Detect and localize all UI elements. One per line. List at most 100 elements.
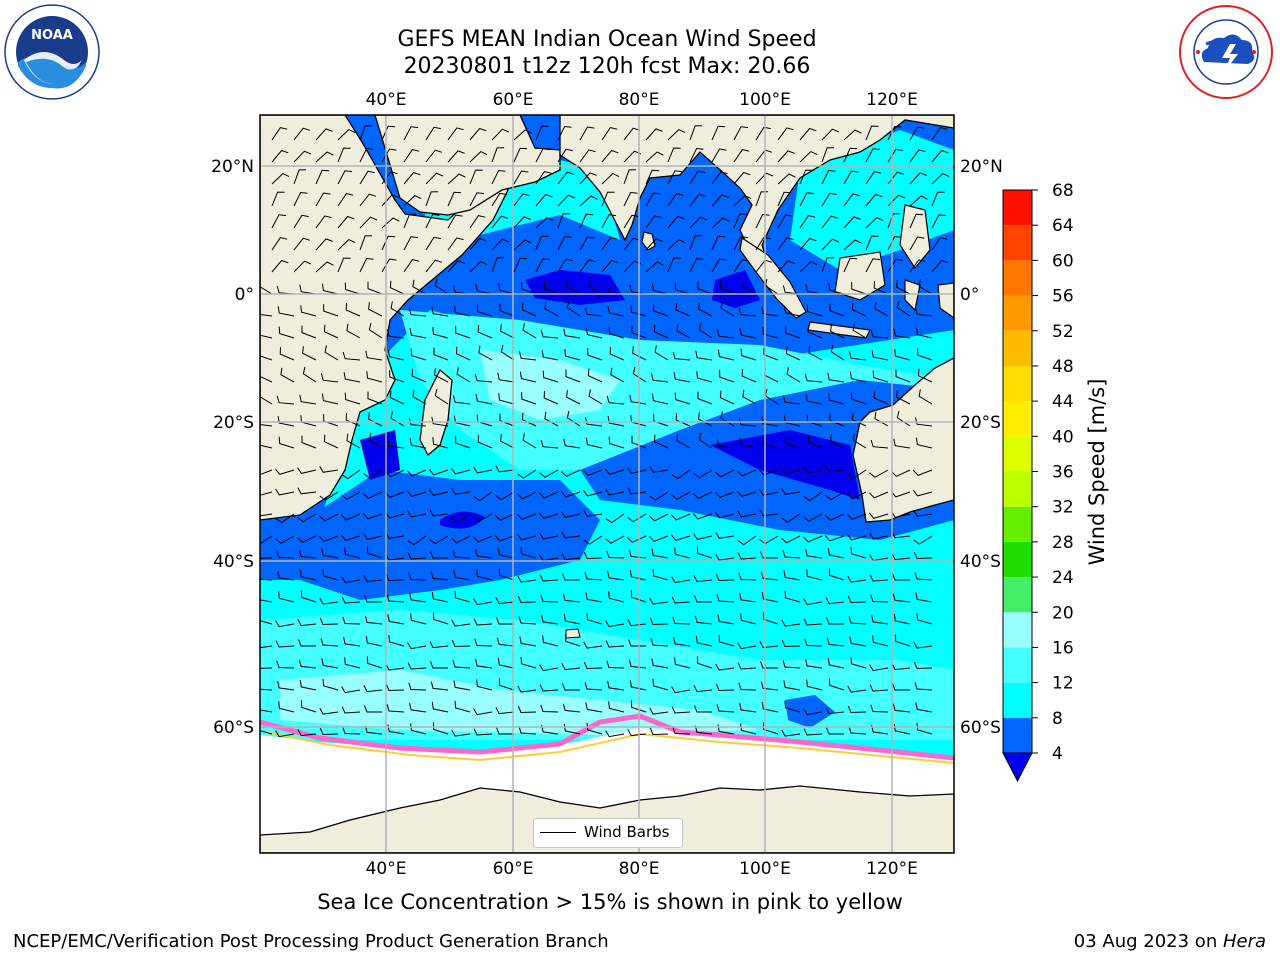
wind-barb bbox=[645, 169, 660, 185]
wind-barb bbox=[784, 590, 801, 603]
wind-barb bbox=[496, 637, 515, 647]
map-subtitle-forecast: 20230801 t12z 120h fcst Max: 20.66 bbox=[403, 54, 811, 79]
wind-barb bbox=[715, 573, 735, 582]
wind-barb bbox=[521, 392, 537, 405]
wind-barb bbox=[605, 640, 625, 648]
wind-barb bbox=[758, 469, 779, 476]
wind-barb bbox=[384, 511, 405, 519]
colorbar-segment bbox=[1003, 365, 1032, 402]
wind-barb bbox=[874, 301, 889, 317]
wind-barb bbox=[513, 147, 528, 163]
wind-barb bbox=[807, 435, 823, 449]
wind-barb bbox=[671, 491, 691, 500]
wind-barb bbox=[535, 148, 551, 163]
wind-barb bbox=[689, 147, 704, 163]
wind-barb bbox=[260, 688, 273, 691]
wind-barb bbox=[893, 328, 911, 339]
wind-band-mid-south-patch bbox=[785, 695, 835, 728]
wind-barb bbox=[821, 215, 839, 229]
wind-barb bbox=[299, 569, 317, 581]
wind-barb bbox=[275, 535, 295, 544]
colorbar-tick-label: 28 bbox=[1052, 533, 1074, 553]
wind-barb bbox=[411, 369, 427, 383]
wind-barb bbox=[540, 594, 559, 603]
wind-barb bbox=[367, 391, 383, 405]
wind-barb bbox=[865, 148, 881, 163]
wind-barb bbox=[671, 576, 691, 584]
wind-barb bbox=[403, 236, 419, 251]
wind-barb bbox=[645, 215, 662, 229]
wind-barb bbox=[520, 546, 537, 559]
legend-barb-line bbox=[540, 832, 576, 833]
wind-barb bbox=[694, 595, 712, 603]
wind-barb bbox=[541, 614, 559, 625]
wind-barb bbox=[777, 150, 795, 163]
wind-barb bbox=[653, 324, 669, 339]
wind-barb bbox=[762, 722, 779, 735]
wind-barb bbox=[869, 574, 889, 582]
wind-barb bbox=[631, 435, 647, 449]
wind-barb bbox=[719, 280, 735, 295]
wind-barb bbox=[847, 575, 867, 583]
wind-barb bbox=[271, 237, 288, 251]
wind-barb bbox=[473, 491, 493, 502]
wind-barb bbox=[278, 436, 295, 449]
wind-barb bbox=[565, 369, 581, 383]
wind-barb bbox=[293, 260, 312, 273]
wind-barb bbox=[403, 126, 419, 141]
wind-barb bbox=[588, 389, 603, 405]
wind-barb bbox=[409, 592, 427, 603]
wind-barb bbox=[628, 549, 647, 559]
wind-barb bbox=[653, 304, 669, 317]
wind-barb bbox=[762, 437, 779, 449]
wind-barb bbox=[780, 467, 801, 475]
wind-barb bbox=[891, 663, 911, 671]
wind-barb bbox=[914, 572, 933, 581]
wind-barb bbox=[564, 349, 581, 361]
wind-barb bbox=[346, 433, 361, 449]
colorbar-tick-label: 36 bbox=[1052, 463, 1074, 483]
wind-barb bbox=[522, 433, 537, 449]
wind-barb bbox=[386, 594, 405, 603]
wind-barb bbox=[447, 237, 464, 251]
wind-barb bbox=[698, 302, 713, 317]
wind-barb bbox=[363, 469, 383, 479]
wind-barb bbox=[645, 238, 663, 251]
wind-barb bbox=[806, 679, 823, 691]
wind-barb bbox=[582, 489, 603, 497]
wind-barb bbox=[803, 535, 823, 543]
wind-barb bbox=[737, 535, 757, 546]
wind-barb bbox=[692, 513, 713, 520]
wind-barb bbox=[694, 725, 713, 735]
wind-barb bbox=[540, 704, 559, 713]
wind-barb bbox=[601, 149, 619, 163]
wind-barb bbox=[649, 617, 669, 626]
wind-barb bbox=[649, 466, 669, 473]
wind-barb bbox=[476, 569, 493, 581]
wind-barb bbox=[364, 595, 382, 603]
wind-barb bbox=[739, 702, 757, 713]
wind-barb bbox=[739, 438, 757, 449]
wind-barb bbox=[403, 213, 417, 229]
wind-barb bbox=[432, 722, 449, 735]
wind-barb bbox=[759, 641, 779, 649]
land-kerguelen bbox=[565, 628, 581, 639]
wind-barb bbox=[781, 513, 801, 523]
wind-barb bbox=[518, 351, 537, 361]
wind-barb bbox=[760, 661, 778, 669]
wind-barb bbox=[632, 366, 647, 383]
wind-barb bbox=[849, 371, 867, 383]
wind-barb bbox=[434, 388, 449, 405]
wind-barb bbox=[583, 510, 603, 517]
wind-barb bbox=[367, 281, 383, 295]
wind-barb bbox=[363, 575, 383, 583]
legend-label: Wind Barbs bbox=[584, 823, 670, 841]
wind-barb bbox=[806, 304, 823, 317]
wind-barb bbox=[783, 570, 801, 581]
lon-tick-top-40: 40°E bbox=[366, 90, 407, 110]
wind-barb bbox=[429, 641, 449, 649]
lat-tick-left-60s: 60°S bbox=[213, 718, 254, 738]
wind-band-dark-equator-east bbox=[712, 270, 760, 308]
wind-barb bbox=[629, 569, 647, 581]
wind-barb bbox=[672, 616, 691, 625]
